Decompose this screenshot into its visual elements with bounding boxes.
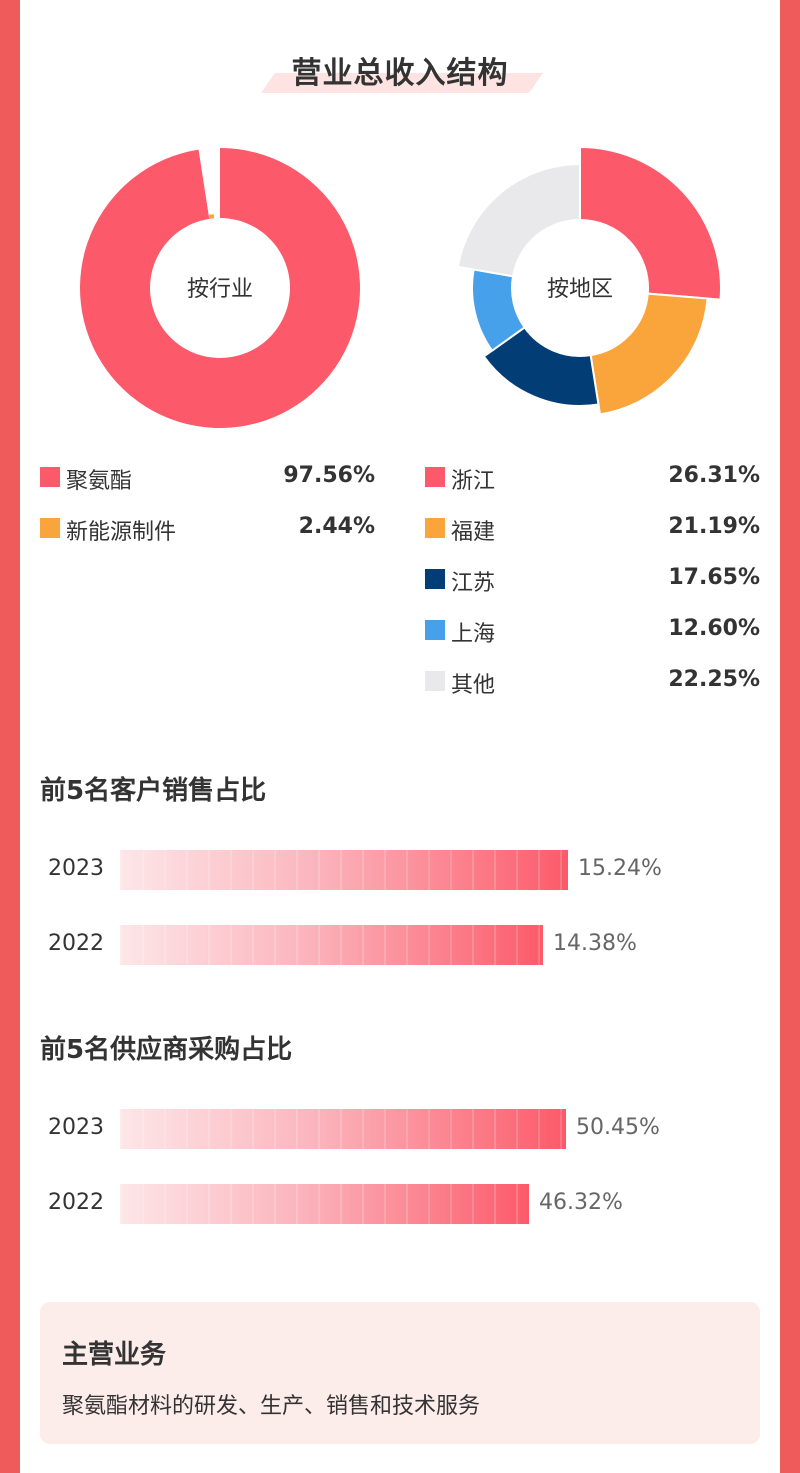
bar-row: 2022 14.38% <box>40 925 760 967</box>
bar <box>120 850 568 890</box>
region-donut-chart: 按地区 <box>456 148 721 416</box>
bar-category-label: 2023 <box>48 1115 104 1140</box>
customer-sales-title: 前5名客户销售占比 <box>40 776 267 806</box>
bar-value-label: 46.32% <box>539 1190 623 1215</box>
legend-item: 新能源制件 2.44% <box>40 514 375 545</box>
slice-1 <box>80 148 360 428</box>
legend-label: 上海 <box>451 622 496 647</box>
legend-swatch <box>425 569 445 589</box>
region-legend: 浙江 26.31% 福建 21.19% 江苏 17.65% 上海 12.60% 其他 22.25% <box>425 463 760 723</box>
slice-2 <box>198 148 219 219</box>
left-border <box>0 0 20 1473</box>
bar-row: 2023 15.24% <box>40 850 760 892</box>
industry-legend: 聚氨酯 97.56% 新能源制件 2.44% <box>40 463 375 583</box>
legend-label: 聚氨酯 <box>66 469 133 494</box>
legend-value: 21.19% <box>668 514 760 539</box>
legend-value: 2.44% <box>298 514 375 539</box>
bar-category-label: 2022 <box>48 1190 104 1215</box>
industry-donut-chart: 按行业 <box>80 148 360 428</box>
page-title: 营业总收入结构 <box>291 56 509 91</box>
legend-value: 22.25% <box>668 667 760 692</box>
legend-label: 江苏 <box>451 571 496 596</box>
legend-label: 福建 <box>451 520 496 545</box>
donut-center-label: 按地区 <box>547 277 613 302</box>
bar-category-label: 2023 <box>48 856 104 881</box>
legend-swatch <box>40 518 60 538</box>
bar-value-label: 14.38% <box>553 931 637 956</box>
main-business-card: 主营业务 聚氨酯材料的研发、生产、销售和技术服务 <box>40 1302 760 1444</box>
legend-label: 新能源制件 <box>66 520 177 545</box>
bar-value-label: 50.45% <box>576 1115 660 1140</box>
legend-swatch <box>425 620 445 640</box>
main-business-title: 主营业务 <box>62 1340 167 1370</box>
legend-swatch <box>425 671 445 691</box>
slice-marker <box>208 214 215 219</box>
legend-swatch <box>425 467 445 487</box>
legend-value: 26.31% <box>668 463 760 488</box>
legend-value: 97.56% <box>283 463 375 488</box>
legend-value: 17.65% <box>668 565 760 590</box>
bar-row: 2022 46.32% <box>40 1184 760 1226</box>
slice-1 <box>579 148 721 301</box>
donut-center-label: 按行业 <box>187 277 253 302</box>
bar <box>120 1109 566 1149</box>
bar <box>120 1184 529 1224</box>
legend-item: 聚氨酯 97.56% <box>40 463 375 494</box>
legend-label: 浙江 <box>451 469 496 494</box>
bar-value-label: 15.24% <box>578 856 662 881</box>
legend-label: 其他 <box>451 673 496 698</box>
legend-item: 上海 12.60% <box>425 616 760 647</box>
bar-row: 2023 50.45% <box>40 1109 760 1151</box>
page-header: 营业总收入结构 <box>0 40 800 100</box>
slice-2 <box>589 292 709 416</box>
main-business-text: 聚氨酯材料的研发、生产、销售和技术服务 <box>62 1394 481 1419</box>
legend-value: 12.60% <box>668 616 760 641</box>
legend-item: 江苏 17.65% <box>425 565 760 596</box>
legend-swatch <box>40 467 60 487</box>
legend-item: 浙江 26.31% <box>425 463 760 494</box>
legend-item: 福建 21.19% <box>425 514 760 545</box>
right-border <box>780 0 800 1473</box>
bar <box>120 925 543 965</box>
slice-5 <box>456 162 581 278</box>
legend-swatch <box>425 518 445 538</box>
slice-3 <box>482 326 600 407</box>
bar-category-label: 2022 <box>48 931 104 956</box>
supplier-purchase-title: 前5名供应商采购占比 <box>40 1035 293 1065</box>
legend-item: 其他 22.25% <box>425 667 760 698</box>
